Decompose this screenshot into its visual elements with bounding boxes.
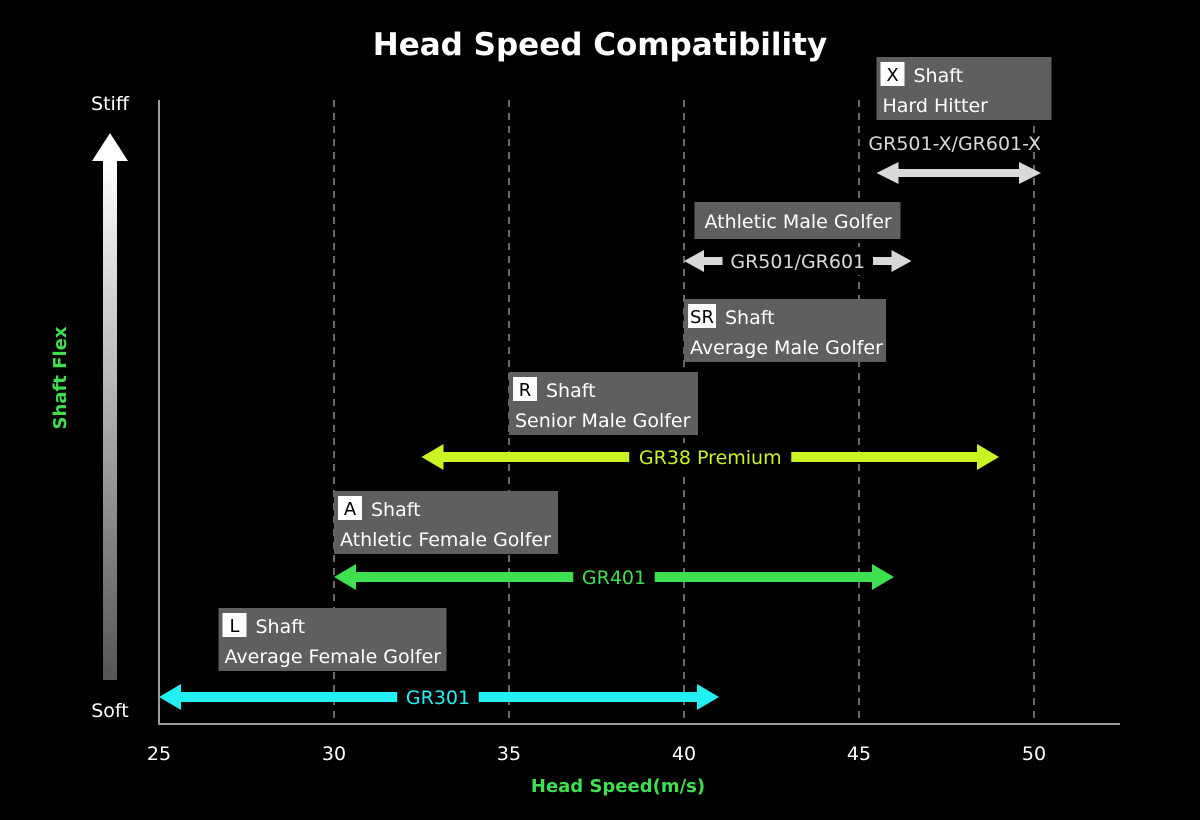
flex-badge-bg <box>222 613 247 637</box>
x-tick-label-30: 30 <box>322 743 346 765</box>
flex-box-bg <box>876 57 1052 120</box>
flex-box-shaft-label: Shaft <box>371 499 421 521</box>
flex-box-golfer: Athletic Female Golfer <box>340 529 551 551</box>
flex-badge-bg <box>880 62 905 86</box>
range-arrow-label: GR501-X/GR601-X <box>868 133 1041 155</box>
flex-badge-bg <box>688 304 716 328</box>
range-arrow-shape <box>876 162 1041 184</box>
flex-box-bg <box>509 372 698 435</box>
flex-box-golfer: Athletic Male Golfer <box>705 211 892 233</box>
range-arrow-label: GR38 Premium <box>639 447 782 469</box>
range-arrow-label: GR301 <box>406 687 470 709</box>
x-tick-label-45: 45 <box>847 743 871 765</box>
range-arrow-4: GR501-X/GR601-X <box>868 133 1041 184</box>
shaft-flex-arrow <box>92 133 128 680</box>
shaft-flex-arrow-shaft <box>103 160 117 680</box>
shaft-flex-arrow-head <box>92 133 128 161</box>
range-arrow-label-bg <box>573 563 655 591</box>
flex-box-golfer: Hard Hitter <box>883 95 989 117</box>
flex-box-1: A Shaft Athletic Female Golfer <box>334 491 558 554</box>
x-tick-labels: 25 30 35 40 45 50 <box>147 743 1046 765</box>
flex-box-shaft-label: Shaft <box>546 380 596 402</box>
x-axis-title: Head Speed(m/s) <box>531 776 705 797</box>
flex-badge-bg <box>513 377 537 401</box>
flex-badge: X <box>886 65 898 86</box>
range-arrow-3: GR501/GR601 <box>684 247 912 275</box>
range-arrow-2: GR38 Premium <box>421 443 999 471</box>
flex-box-bg <box>694 202 901 239</box>
flex-badge: A <box>344 499 357 520</box>
range-arrow-0: GR301 <box>159 683 719 711</box>
chart-title: Head Speed Compatibility <box>373 27 827 63</box>
flex-badge: R <box>519 380 532 401</box>
range-arrow-label: GR401 <box>582 567 646 589</box>
y-end-label-top: Stiff <box>91 93 130 115</box>
flex-boxes: L Shaft Average Female Golfer A Shaft Athleti… <box>218 57 1052 671</box>
flex-box-golfer: Senior Male Golfer <box>515 410 691 432</box>
flex-box-2: R Shaft Senior Male Golfer <box>509 372 698 435</box>
flex-box-shaft-label: Shaft <box>725 307 775 329</box>
x-tick-label-40: 40 <box>672 743 696 765</box>
flex-badge: SR <box>690 307 714 328</box>
flex-box-bg <box>218 608 447 671</box>
range-arrow-1: GR401 <box>334 563 894 591</box>
flex-box-shaft-label: Shaft <box>256 616 306 638</box>
x-tick-label-50: 50 <box>1022 743 1046 765</box>
y-end-label-bottom: Soft <box>91 700 129 722</box>
x-tick-label-35: 35 <box>497 743 521 765</box>
flex-badge-bg <box>338 496 362 520</box>
flex-box-golfer: Average Female Golfer <box>225 646 442 668</box>
y-axis-title: Shaft Flex <box>50 326 71 429</box>
range-arrow-label-bg <box>629 443 792 471</box>
flex-box-0: L Shaft Average Female Golfer <box>218 608 447 671</box>
flex-box-golfer: Average Male Golfer <box>690 337 883 359</box>
flex-box-bg <box>684 299 886 362</box>
flex-box-shaft-label: Shaft <box>914 65 964 87</box>
range-arrow-label-bg <box>397 683 479 711</box>
flex-box-4: Athletic Male Golfer <box>694 202 901 239</box>
range-arrow-label: GR501/GR601 <box>730 251 865 273</box>
x-tick-label-25: 25 <box>147 743 171 765</box>
flex-badge: L <box>229 616 239 637</box>
flex-box-3: SR Shaft Average Male Golfer <box>684 299 886 362</box>
range-arrow-label-bg <box>722 247 873 275</box>
flex-box-5: X Shaft Hard Hitter <box>876 57 1052 120</box>
flex-box-bg <box>334 491 558 554</box>
range-arrows: GR301 GR401 GR38 Premium GR501/GR601 GR501-X… <box>159 133 1041 711</box>
